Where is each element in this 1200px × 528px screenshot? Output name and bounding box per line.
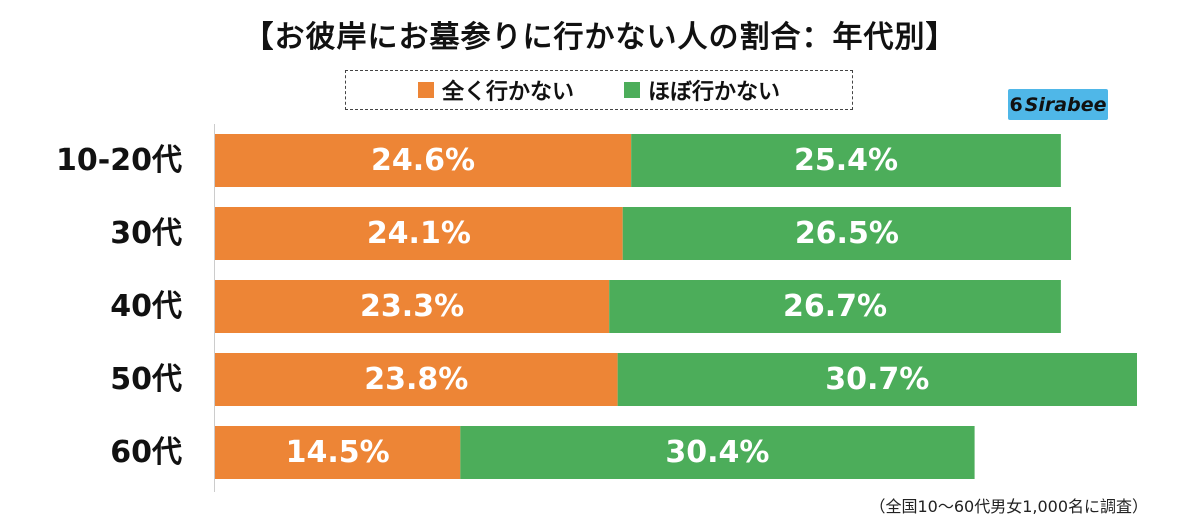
logo-mark-icon: 6 [1009,93,1023,116]
bars-layer [215,134,1137,479]
data-label-series-2-row-2: 26.5% [795,216,899,251]
category-label-5: 60代 [110,435,182,470]
data-label-series-1-row-1: 24.6% [371,143,475,178]
bar-series-2-row-2 [622,207,1072,260]
category-label-3: 40代 [110,289,182,324]
labels-layer: 10-20代 24.6% 25.4% 30代 24.1% 26.5% 40代 23.3% 26.… [56,143,929,470]
bar-series-2-row-1 [631,134,1061,187]
bar-series-2-row-3 [609,280,1061,333]
legend-label-series-2: ほぼ行かない [648,80,781,105]
legend-swatch-series-2 [624,82,640,98]
bar-series-2-row-4 [617,353,1137,406]
bar-series-1-row-4 [215,353,618,406]
legend: 全く行かない ほぼ行かない [345,70,853,110]
bar-series-2-row-5 [460,426,975,479]
bar-series-1-row-3 [215,280,610,333]
logo-text: Sirabee [1024,93,1107,116]
bar-series-1-row-2 [215,207,623,260]
sirabee-logo: 6 Sirabee [1008,89,1108,120]
data-label-series-2-row-4: 30.7% [825,362,929,397]
legend-item-series-2: ほぼ行かない [624,74,780,106]
category-label-4: 50代 [110,362,182,397]
legend-swatch-series-1 [417,82,434,98]
data-label-series-1-row-3: 23.3% [360,289,464,324]
footnote: （全国10〜60代男女1,000名に調査） [869,497,1148,516]
data-label-series-1-row-5: 14.5% [286,435,390,470]
data-label-series-1-row-2: 24.1% [367,216,471,251]
data-label-series-2-row-5: 30.4% [665,435,769,470]
category-label-2: 30代 [110,216,182,251]
bar-series-1-row-1 [215,134,632,187]
legend-label-series-1: 全く行かない [441,80,574,105]
legend-item-series-1: 全く行かない [417,74,574,106]
category-label-1: 10-20代 [56,143,182,178]
data-label-series-1-row-4: 23.8% [364,362,468,397]
bar-series-1-row-5 [215,426,461,479]
data-label-series-2-row-3: 26.7% [783,289,887,324]
chart-title: 【お彼岸にお墓参りに行かない人の割合：年代別】 [243,20,957,55]
data-label-series-2-row-1: 25.4% [794,143,898,178]
